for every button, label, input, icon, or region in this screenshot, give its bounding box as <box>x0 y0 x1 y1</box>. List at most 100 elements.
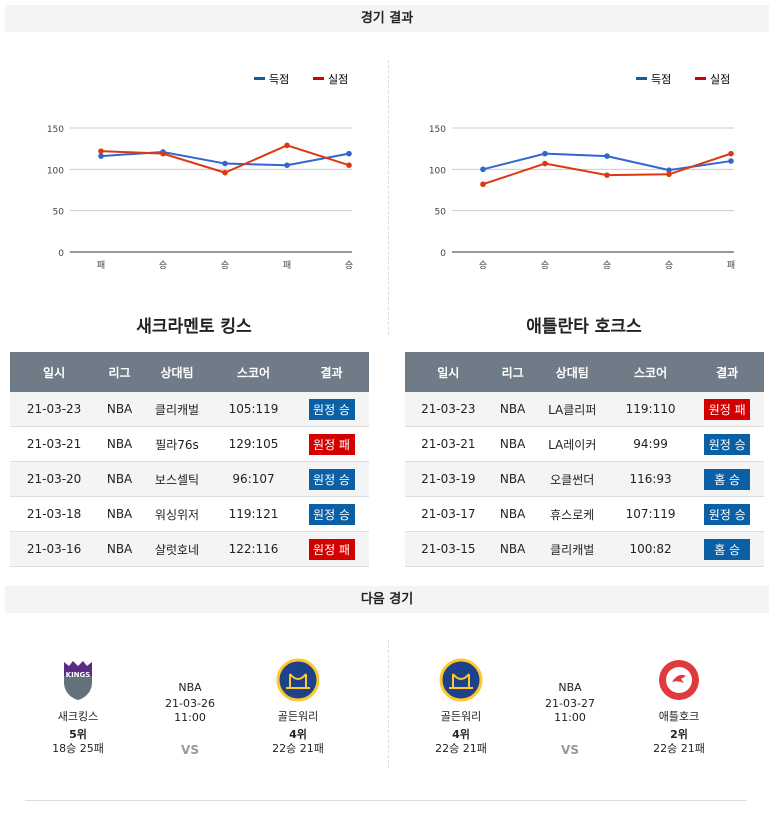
date: 21-03-16 <box>10 531 99 567</box>
result-badge: 원정 승 <box>704 433 751 455</box>
date: 21-03-15 <box>405 531 492 567</box>
score: 119:110 <box>610 392 691 427</box>
x-tick-label: 패 <box>727 260 735 271</box>
team-rank: 4위 <box>452 728 470 741</box>
data-point <box>98 148 104 154</box>
date: 21-03-18 <box>10 496 99 532</box>
result-badge: 원정 패 <box>308 538 355 560</box>
team-record: 22승 21패 <box>272 742 324 755</box>
vs-label: VS <box>561 743 579 757</box>
table-header: 일시 리그 상대팀 스코어 결과 <box>10 352 369 392</box>
column-header: 결과 <box>294 352 369 392</box>
opponent: 필라76s <box>140 426 214 462</box>
table-header: 일시 리그 상대팀 스코어 결과 <box>405 352 764 392</box>
team-home[interactable]: KINGS 새크킹스 5위 18승 25패 <box>35 658 121 756</box>
date: 21-03-23 <box>405 392 492 427</box>
score: 122:116 <box>213 531 295 567</box>
match-info: NBA 21-03-26 11:00 VS <box>150 681 230 757</box>
results-table-sacramento: 일시 리그 상대팀 스코어 결과 21-03-23 NBA 클리캐벌 105:119 원… <box>10 352 369 567</box>
league: NBA <box>491 531 534 567</box>
x-tick-label: 승 <box>479 260 487 271</box>
x-tick-label: 승 <box>541 260 549 271</box>
x-tick-label: 승 <box>221 260 229 271</box>
data-point <box>160 150 166 157</box>
match-info: NBA 21-03-27 11:00 VS <box>530 681 610 757</box>
y-tick-label: 0 <box>440 249 446 259</box>
opponent: 휴스로케 <box>533 496 611 532</box>
score: 119:121 <box>213 496 295 532</box>
legend-scored: 득점 <box>269 73 289 86</box>
y-tick-label: 100 <box>429 166 446 176</box>
opponent: LA클리퍼 <box>533 392 611 427</box>
result-badge: 원정 패 <box>308 433 355 455</box>
league: NBA <box>98 392 141 427</box>
league: NBA <box>98 461 141 497</box>
series-line-allowed <box>100 144 350 174</box>
date: 21-03-23 <box>10 392 99 427</box>
column-header: 스코어 <box>213 352 295 392</box>
column-header: 결과 <box>690 352 764 392</box>
league: NBA <box>491 392 534 427</box>
team-name: 골든워리 <box>440 710 482 723</box>
x-tick-label: 승 <box>159 260 167 271</box>
legend-allowed: 실점 <box>710 73 730 86</box>
y-tick-label: 0 <box>58 249 64 259</box>
score: 96:107 <box>213 461 295 497</box>
score: 100:82 <box>610 531 691 567</box>
table-row: 21-03-15 NBA 클리캐벌 100:82 홈 승 <box>405 531 764 567</box>
match-datetime: 21-03-27 11:00 <box>545 697 595 724</box>
team-logo <box>657 658 701 702</box>
opponent: 클리캐벌 <box>533 531 611 567</box>
data-point <box>666 171 672 178</box>
date: 21-03-19 <box>405 461 492 497</box>
data-point <box>604 172 610 178</box>
table-row: 21-03-19 NBA 오클썬더 116:93 홈 승 <box>405 461 764 497</box>
data-point <box>728 150 734 157</box>
score: 129:105 <box>213 426 295 462</box>
section-header-next: 다음 경기 <box>5 586 769 613</box>
data-point <box>542 150 548 157</box>
data-point <box>728 158 734 164</box>
divider <box>388 60 389 335</box>
column-header: 스코어 <box>610 352 691 392</box>
match-league: NBA <box>178 681 202 694</box>
team-rank: 4위 <box>289 728 307 741</box>
team-record: 18승 25패 <box>52 742 104 755</box>
column-header: 리그 <box>491 352 534 392</box>
date: 21-03-21 <box>405 426 492 462</box>
data-point <box>480 166 486 173</box>
legend-swatch-allowed <box>313 77 324 80</box>
column-header: 일시 <box>10 352 99 392</box>
y-tick-label: 150 <box>47 125 64 135</box>
date: 21-03-21 <box>10 426 99 462</box>
table-row: 21-03-17 NBA 휴스로케 107:119 원정 승 <box>405 496 764 532</box>
legend-swatch-scored <box>254 77 265 80</box>
data-point <box>480 181 486 188</box>
team-name: 골든워리 <box>277 710 319 723</box>
divider <box>388 640 389 768</box>
opponent: LA레이커 <box>533 426 611 462</box>
result-badge: 원정 승 <box>704 503 751 525</box>
score: 105:119 <box>213 392 295 427</box>
table-row: 21-03-20 NBA 보스셀틱 96:107 원정 승 <box>10 461 369 497</box>
table-row: 21-03-21 NBA 필라76s 129:105 원정 패 <box>10 426 369 462</box>
team-logo <box>276 658 320 702</box>
data-point <box>222 169 228 176</box>
team-away[interactable]: 애틀호크 2위 22승 21패 <box>636 658 722 756</box>
score: 107:119 <box>610 496 691 532</box>
charts: 0 50 100 150 패 승 승 패 승 득점 실점 0 50 100 150 승 승 승 승 패 득점 실점 <box>47 73 735 271</box>
data-point <box>346 162 352 168</box>
league: NBA <box>491 426 534 462</box>
x-tick-label: 승 <box>603 260 611 271</box>
team-away[interactable]: 골든워리 4위 22승 21패 <box>255 658 341 756</box>
team-home[interactable]: 골든워리 4위 22승 21패 <box>418 658 504 756</box>
results-table-atlanta: 일시 리그 상대팀 스코어 결과 21-03-23 NBA LA클리퍼 119:110 … <box>405 352 764 567</box>
league: NBA <box>491 496 534 532</box>
data-point <box>542 160 548 167</box>
result-badge: 홈 승 <box>704 538 751 560</box>
x-tick-label: 패 <box>97 260 105 271</box>
y-tick-label: 50 <box>435 208 447 218</box>
vs-label: VS <box>181 743 199 757</box>
y-tick-label: 150 <box>429 125 446 135</box>
x-tick-label: 승 <box>345 260 353 271</box>
